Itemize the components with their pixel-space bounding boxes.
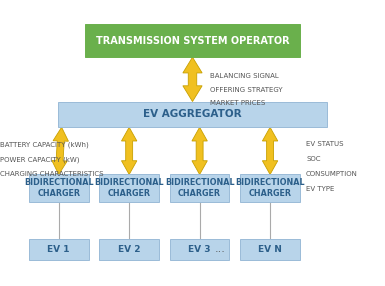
Text: OFFERING STRATEGY: OFFERING STRATEGY (210, 87, 283, 92)
Text: BIDIRECTIONAL
CHARGER: BIDIRECTIONAL CHARGER (24, 178, 94, 198)
Polygon shape (122, 127, 137, 174)
Text: EV AGGREGATOR: EV AGGREGATOR (143, 110, 242, 119)
Text: EV 1: EV 1 (47, 245, 70, 254)
Text: EV STATUS: EV STATUS (306, 142, 343, 147)
FancyBboxPatch shape (240, 239, 300, 260)
FancyBboxPatch shape (170, 239, 229, 260)
FancyBboxPatch shape (240, 174, 300, 202)
Text: MARKET PRICES: MARKET PRICES (210, 100, 265, 106)
Text: EV N: EV N (258, 245, 282, 254)
Text: BIDIRECTIONAL
CHARGER: BIDIRECTIONAL CHARGER (235, 178, 305, 198)
FancyBboxPatch shape (85, 24, 300, 57)
Text: POWER CAPACITY (kW): POWER CAPACITY (kW) (0, 156, 79, 162)
FancyBboxPatch shape (99, 174, 159, 202)
Polygon shape (192, 127, 207, 174)
Text: TRANSMISSION SYSTEM OPERATOR: TRANSMISSION SYSTEM OPERATOR (96, 36, 289, 46)
Text: EV 3: EV 3 (188, 245, 211, 254)
Text: ...: ... (215, 245, 226, 254)
Text: BALANCING SIGNAL: BALANCING SIGNAL (210, 73, 279, 79)
Polygon shape (183, 57, 202, 102)
Text: EV 2: EV 2 (118, 245, 141, 254)
FancyBboxPatch shape (58, 102, 327, 127)
Text: BATTERY CAPACITY (kWh): BATTERY CAPACITY (kWh) (0, 141, 89, 148)
Text: EV TYPE: EV TYPE (306, 186, 335, 192)
FancyBboxPatch shape (170, 174, 229, 202)
Text: CONSUMPTION: CONSUMPTION (306, 171, 358, 177)
FancyBboxPatch shape (29, 174, 89, 202)
Text: BIDIRECTIONAL
CHARGER: BIDIRECTIONAL CHARGER (94, 178, 164, 198)
Polygon shape (263, 127, 278, 174)
FancyBboxPatch shape (99, 239, 159, 260)
Text: SOC: SOC (306, 156, 321, 162)
Text: CHARGING CHARACTERISTICS: CHARGING CHARACTERISTICS (0, 171, 104, 177)
Text: BIDIRECTIONAL
CHARGER: BIDIRECTIONAL CHARGER (165, 178, 234, 198)
Polygon shape (52, 127, 69, 174)
FancyBboxPatch shape (29, 239, 89, 260)
